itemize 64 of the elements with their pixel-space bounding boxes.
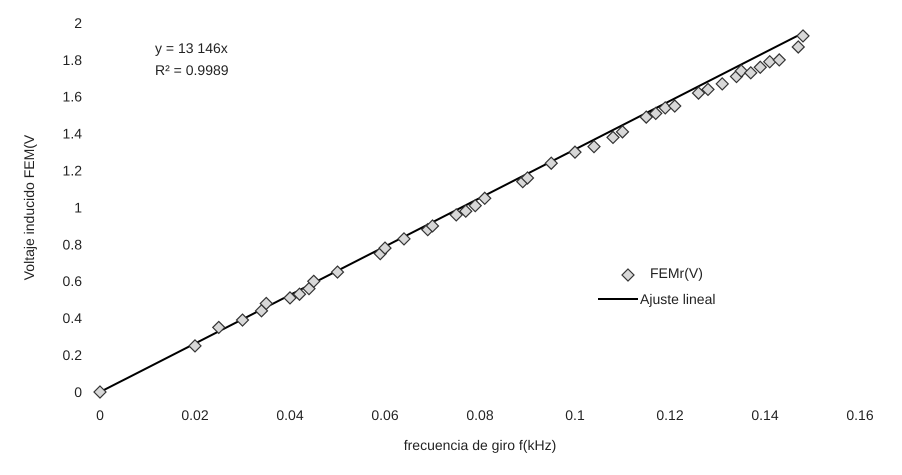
x-tick-label: 0.14	[751, 407, 779, 423]
y-tick-label: 1.6	[62, 88, 82, 105]
point	[606, 130, 620, 144]
x-tick-label: 0.16	[846, 407, 874, 423]
point	[544, 156, 558, 170]
point	[568, 146, 582, 159]
point	[212, 320, 226, 334]
point	[616, 125, 630, 138]
point	[701, 82, 715, 96]
point	[378, 241, 392, 255]
point	[459, 204, 472, 218]
point	[692, 86, 706, 100]
point	[478, 192, 492, 205]
x-tick-label: 0.08	[466, 407, 494, 423]
annotation: y = 13 146x	[155, 40, 228, 56]
point	[796, 29, 810, 43]
point	[254, 304, 268, 318]
point	[426, 219, 440, 233]
point	[734, 64, 748, 78]
x-tick-label: 0.1	[565, 407, 585, 423]
annotation: R² = 0.9989	[155, 62, 229, 78]
y-tick-label: 0.4	[62, 310, 82, 326]
y-tick-label: 1.4	[62, 126, 82, 142]
legend-label: Ajuste lineal	[640, 290, 716, 307]
y-tick-label: 1	[74, 199, 82, 216]
point	[260, 296, 273, 310]
y-tick-label: 2	[74, 14, 82, 31]
point	[468, 199, 482, 212]
point	[640, 110, 653, 124]
point	[93, 385, 107, 399]
y-axis-title: Voltaje inducido FEM(V	[21, 134, 37, 280]
point	[754, 60, 767, 74]
y-tick-label: 0	[74, 384, 82, 400]
x-axis-title: frecuencia de giro f(kHz)	[404, 437, 556, 453]
point	[763, 55, 776, 68]
y-tick-label: 0.6	[62, 273, 82, 290]
point	[587, 140, 601, 154]
point	[330, 265, 344, 279]
point	[292, 288, 306, 301]
point	[668, 99, 682, 113]
x-tick-label: 0	[96, 407, 104, 423]
point	[649, 106, 662, 120]
legend-label: FEMr(V)	[650, 264, 703, 281]
x-tick-label: 0.12	[656, 407, 684, 423]
x-tick-label: 0.02	[181, 407, 209, 423]
x-tick-label: 0.06	[371, 407, 399, 423]
point	[520, 171, 534, 185]
point	[236, 313, 250, 327]
point	[744, 66, 758, 80]
point	[772, 53, 786, 66]
y-tick-label: 0.8	[62, 236, 82, 252]
y-tick-label: 1.8	[62, 52, 82, 68]
point	[188, 339, 202, 352]
point	[283, 291, 297, 305]
point	[307, 274, 320, 288]
point	[658, 101, 672, 114]
x-tick-label: 0.04	[276, 407, 304, 423]
point	[450, 208, 463, 222]
point	[302, 282, 316, 296]
point	[792, 40, 805, 54]
point	[397, 232, 411, 246]
y-tick-label: 0.2	[62, 347, 82, 363]
point	[716, 77, 729, 90]
y-tick-label: 1.2	[62, 162, 82, 178]
